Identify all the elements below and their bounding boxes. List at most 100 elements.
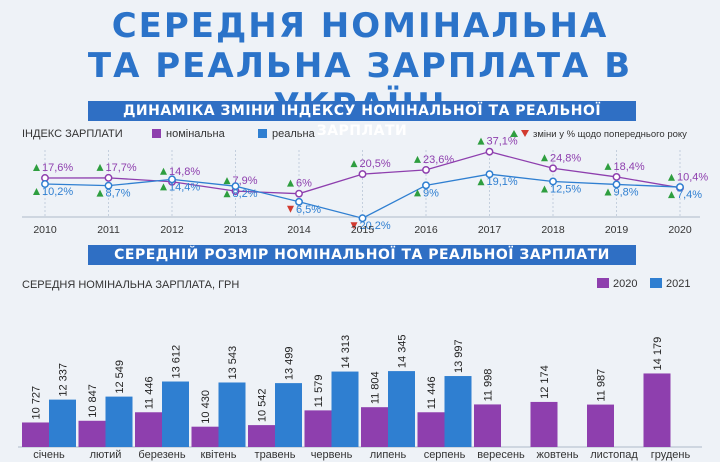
real-change-arrow [223, 190, 231, 198]
legend-nominal-label: номінальна [166, 128, 226, 140]
real-value-label: 7,4% [677, 189, 702, 201]
real-point [231, 182, 240, 191]
month-label: травень [255, 449, 296, 461]
bar-value-label: 14 179 [652, 337, 664, 371]
bar-value-label: 13 997 [453, 339, 465, 373]
nominal-point [549, 164, 557, 173]
real-value-label: 20,2% [360, 220, 391, 232]
nominal-value-label: 18,4% [614, 161, 645, 173]
nominal-value-label: 17,6% [42, 162, 73, 174]
real-change-arrow [414, 189, 421, 197]
legend-2021-label: 2021 [666, 278, 690, 290]
month-label: квітень [201, 449, 237, 461]
real-point [168, 175, 176, 184]
real-point [676, 183, 684, 192]
bar-value-label: 11 579 [313, 375, 325, 408]
salary-label: СЕРЕДНЯ НОМІНАЛЬНА ЗАРПЛАТА, ГРН [22, 279, 239, 291]
month-label: грудень [651, 449, 691, 461]
year-tick-label: 2013 [224, 224, 248, 236]
note-down-triangle [521, 130, 529, 137]
bar-2021 [105, 396, 133, 447]
real-change-arrow [604, 188, 612, 196]
year-tick-label: 2011 [97, 224, 120, 236]
index-label: ІНДЕКС ЗАРПЛАТИ [22, 128, 123, 140]
nominal-point [104, 173, 113, 182]
nominal-value-label: 17,7% [106, 162, 137, 174]
year-tick-label: 2019 [605, 224, 629, 236]
bar-value-label: 11 804 [370, 371, 382, 404]
month-label: липень [370, 449, 407, 461]
bar-2021 [49, 399, 76, 447]
year-tick-label: 2017 [478, 224, 502, 236]
bar-2021 [331, 371, 359, 447]
year-tick-label: 2018 [541, 224, 565, 236]
nominal-change-arrow [541, 154, 548, 162]
month-label: лютий [90, 449, 122, 461]
nominal-change-arrow [350, 160, 358, 168]
year-tick-label: 2020 [668, 224, 692, 236]
real-point [358, 214, 367, 223]
bar-2020 [191, 426, 219, 447]
legend-real-label: реальна [272, 128, 316, 140]
bar-2020 [361, 407, 388, 447]
bar-value-label: 13 543 [227, 346, 239, 380]
bar-2020 [304, 410, 332, 447]
nominal-change-arrow [223, 177, 231, 185]
real-value-label: 14,4% [169, 181, 200, 193]
legend-real-swatch [258, 129, 267, 138]
bar-2020 [474, 404, 501, 447]
bar-value-label: 11 987 [596, 369, 608, 402]
bar-value-label: 13 612 [171, 345, 183, 379]
real-point [104, 181, 113, 190]
nominal-value-label: 24,8% [550, 152, 581, 164]
note-up-triangle [510, 130, 518, 137]
bar-2020 [643, 373, 671, 447]
bar-value-label: 11 446 [426, 376, 438, 409]
nominal-change-arrow [604, 162, 612, 170]
year-tick-label: 2014 [287, 224, 311, 236]
bar-value-label: 13 499 [284, 346, 296, 380]
bar-value-label: 11 446 [144, 376, 156, 409]
month-label: березень [138, 449, 185, 461]
real-change-arrow [477, 178, 485, 186]
real-point [41, 180, 49, 188]
month-label: червень [311, 449, 353, 461]
real-change-arrow [160, 183, 167, 191]
nominal-change-arrow [160, 167, 167, 175]
nominal-point [358, 170, 367, 179]
year-tick-label: 2012 [160, 224, 184, 236]
real-value-label: 10,2% [42, 186, 73, 198]
real-point [295, 197, 303, 206]
bar-value-label: 14 345 [397, 334, 409, 368]
bar-2020 [78, 420, 106, 447]
bar-2020 [417, 412, 445, 447]
real-value-label: 12,5% [550, 183, 581, 195]
bar-value-label: 14 313 [340, 335, 352, 369]
nominal-point [422, 165, 430, 174]
real-point [422, 181, 430, 190]
nominal-value-label: 6% [296, 178, 312, 190]
bar-2020 [248, 425, 275, 447]
bar-2020 [135, 412, 162, 447]
section1-banner: ДИНАМІКА ЗМІНИ ІНДЕКСУ НОМІНАЛЬНОЇ ТА РЕ… [88, 101, 636, 139]
nominal-change-arrow [477, 137, 485, 145]
year-tick-label: 2016 [414, 224, 438, 236]
nominal-value-label: 10,4% [677, 172, 708, 184]
nominal-change-arrow [287, 179, 294, 187]
real-point [549, 177, 557, 186]
note-label: зміни у % щодо попереднього року [533, 129, 687, 140]
bar-value-label: 10 430 [200, 390, 212, 424]
real-value-label: 6,5% [296, 204, 321, 216]
real-change-arrow [541, 185, 548, 193]
nominal-change-arrow [33, 164, 40, 171]
real-value-label: 8,2% [233, 188, 258, 200]
real-point [485, 170, 494, 179]
year-tick-label: 2015 [351, 224, 375, 236]
real-change-arrow [350, 222, 358, 230]
legend-2020-label: 2020 [613, 278, 637, 290]
bar-value-label: 12 174 [539, 365, 551, 399]
bar-2020 [530, 401, 558, 447]
index-line-chart: ІНДЕКС ЗАРПЛАТИ номінальна реальна зміни у … [22, 128, 708, 236]
bar-2021 [218, 382, 246, 447]
